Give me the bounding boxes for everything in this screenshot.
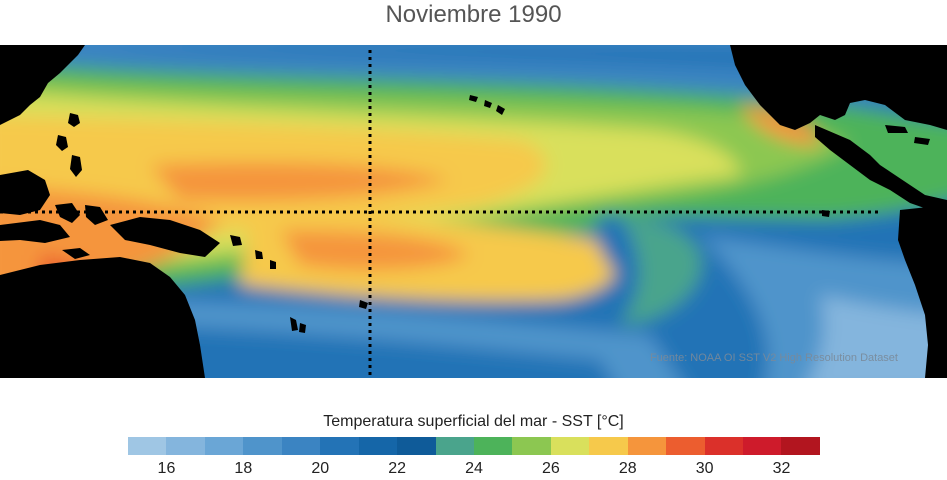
colorbar-segment: [128, 437, 167, 455]
colorbar-segment: [704, 437, 743, 455]
colorbar-segment: [204, 437, 244, 455]
sst-map: Fuente: NOAA OI SST V2 High Resolution D…: [0, 45, 947, 378]
map-title: Noviembre 1990: [385, 1, 562, 28]
land: [0, 45, 947, 378]
colorbar-segment: [627, 437, 667, 455]
colorbar-tick-label: 22: [388, 460, 407, 477]
colorbar-tick-label: 16: [157, 460, 176, 477]
colorbar-tick-label: 20: [311, 460, 330, 477]
colorbar: [128, 437, 820, 455]
colorbar-segment: [550, 437, 590, 455]
colorbar-tick-label: 30: [695, 460, 714, 477]
colorbar-segment: [435, 437, 474, 455]
colorbar-segment: [243, 437, 282, 455]
colorbar-segment: [397, 437, 436, 455]
colorbar-tick-label: 24: [465, 460, 483, 477]
colorbar-segment: [666, 437, 705, 455]
colorbar-tick-label: 18: [234, 460, 253, 477]
colorbar-segment: [320, 437, 359, 455]
colorbar-segment: [743, 437, 782, 455]
colorbar-tick-label: 32: [772, 460, 791, 477]
colorbar-segment: [281, 437, 321, 455]
colorbar-ticks: 16 18 20 22 24 26 28 30 32: [128, 460, 820, 480]
colorbar-segment: [512, 437, 551, 455]
colorbar-segment: [473, 437, 513, 455]
colorbar-label: Temperatura superficial del mar - SST [°…: [323, 413, 624, 430]
source-note: Fuente: NOAA OI SST V2 High Resolution D…: [650, 352, 898, 364]
colorbar-segment: [166, 437, 205, 455]
colorbar-segment: [358, 437, 398, 455]
colorbar-tick-label: 28: [618, 460, 637, 477]
colorbar-segment: [589, 437, 628, 455]
colorbar-segment: [781, 437, 820, 455]
colorbar-tick-label: 26: [541, 460, 560, 477]
